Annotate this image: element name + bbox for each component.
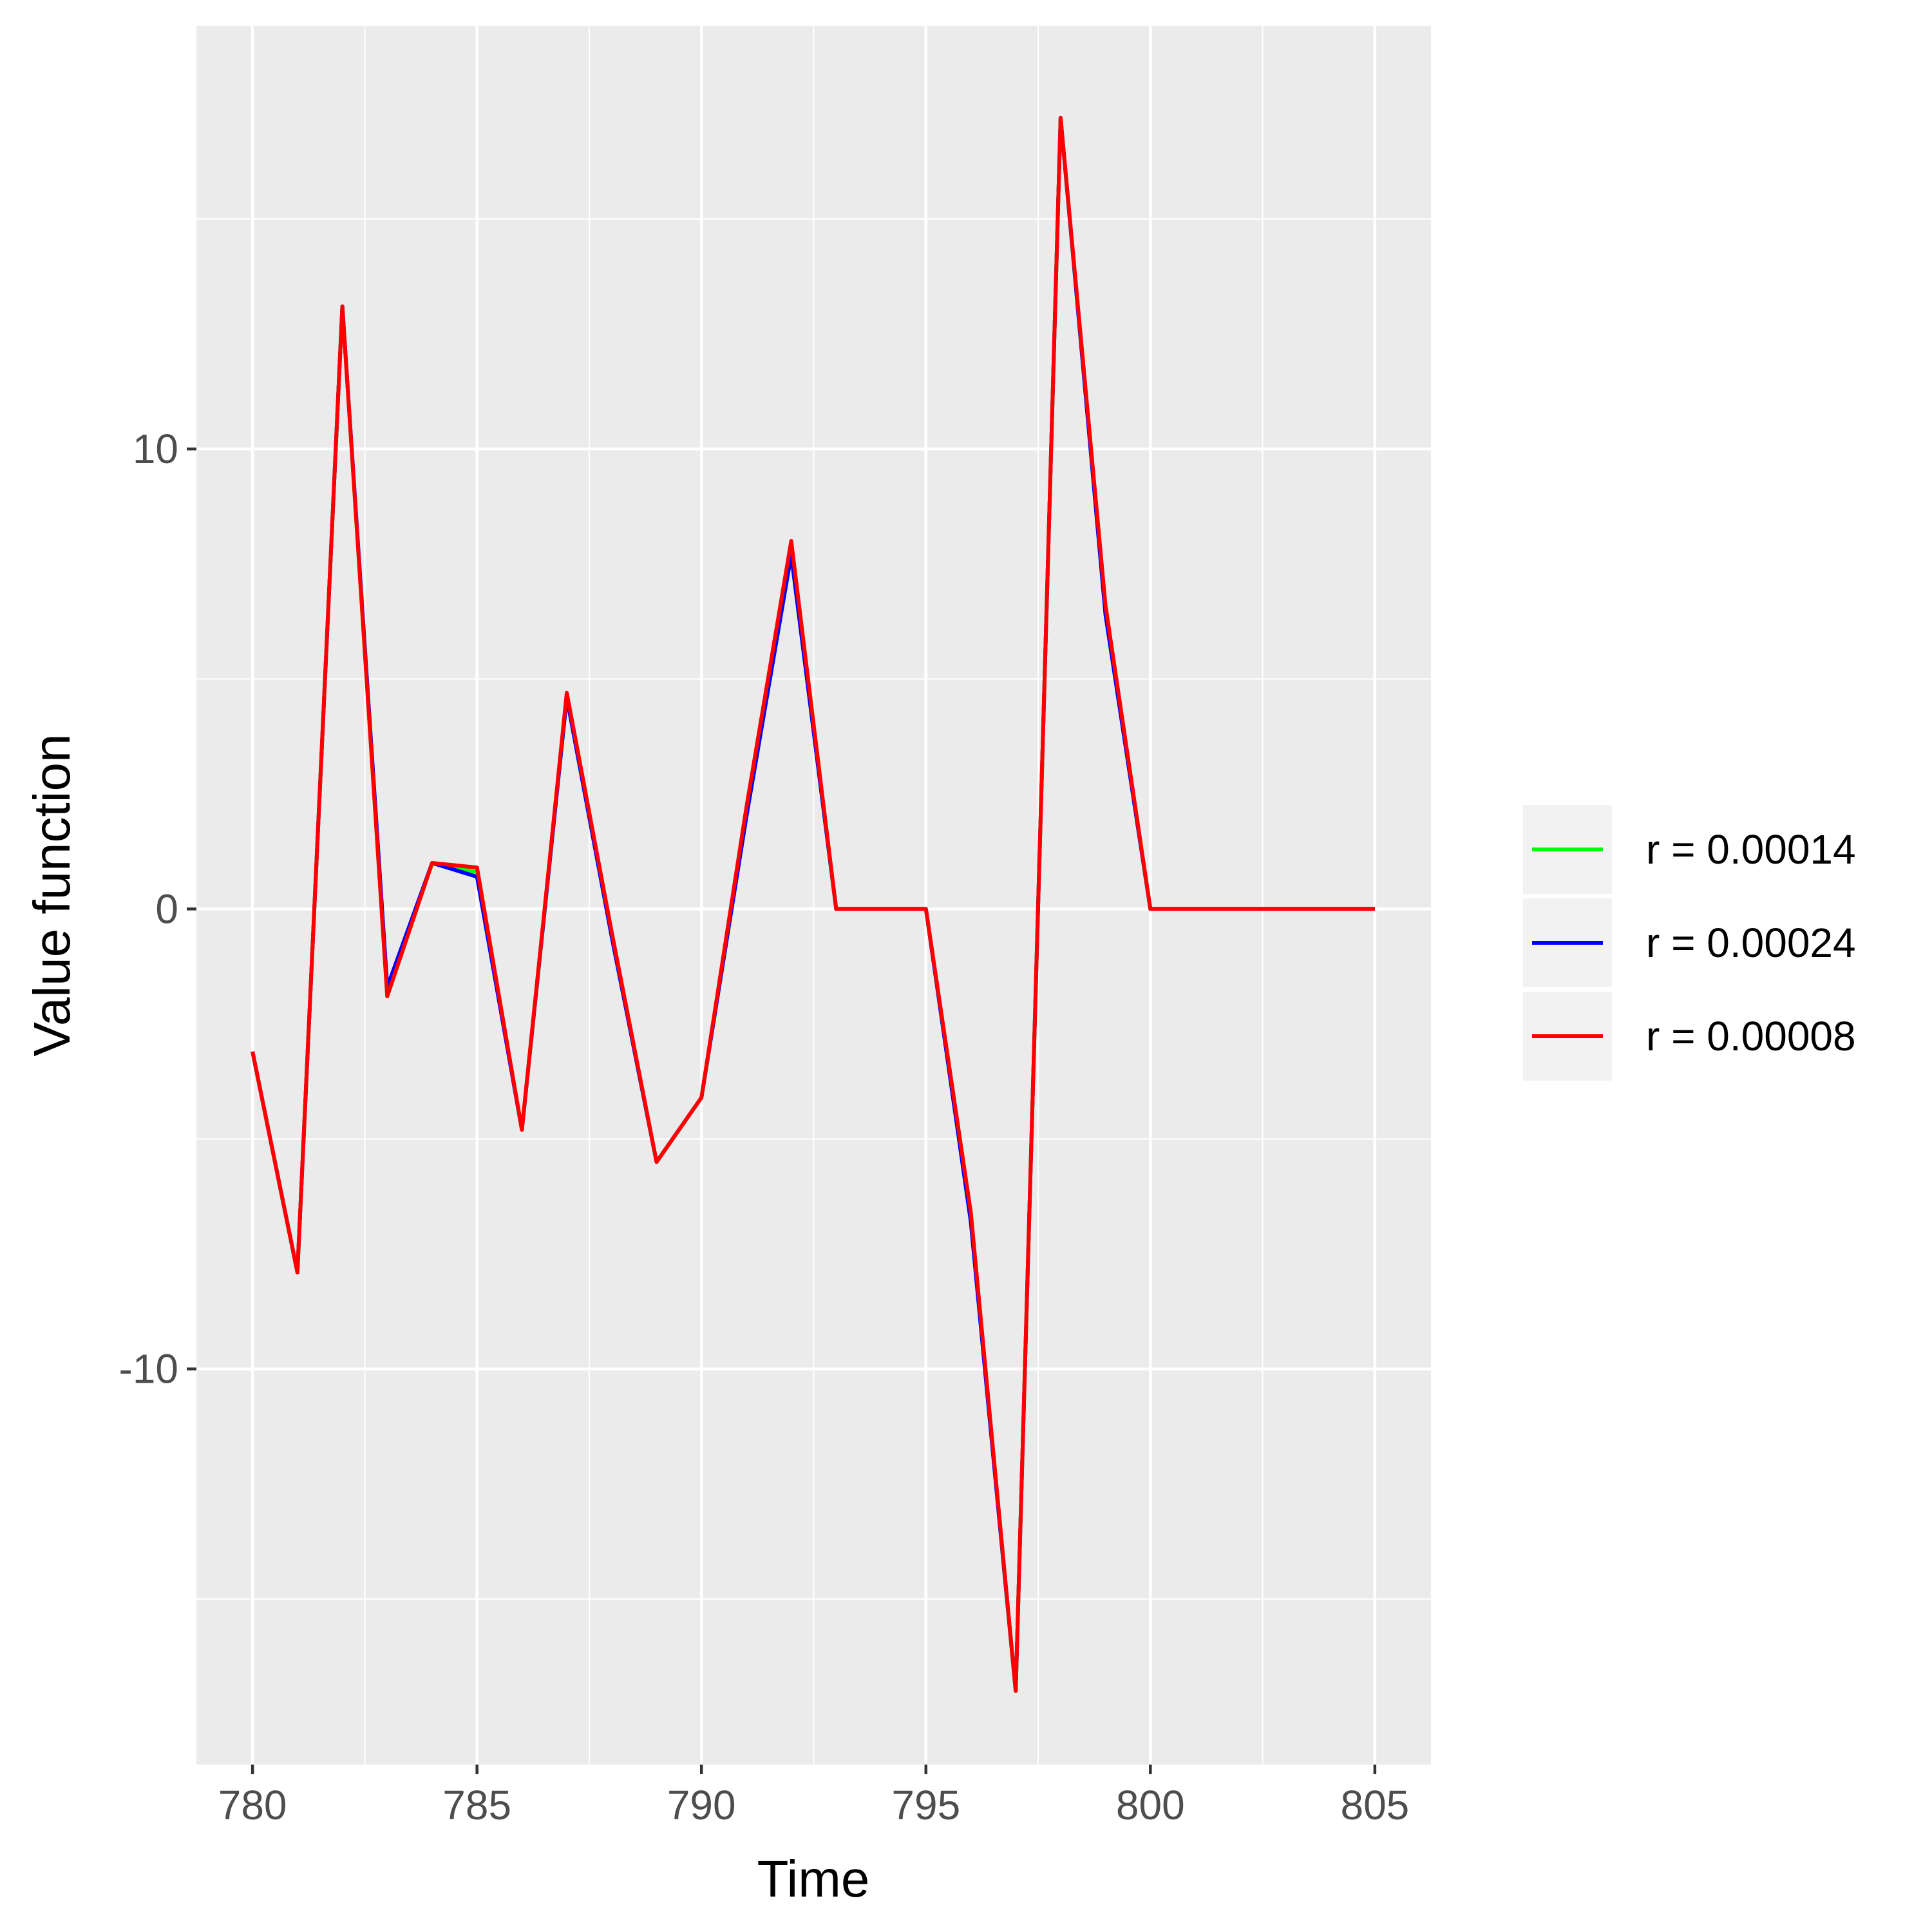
legend-label: r = 0.00014 [1646, 826, 1856, 873]
legend-label: r = 0.00024 [1646, 920, 1856, 966]
y-axis: -10 0 10 [119, 426, 196, 1392]
x-tick-label: 785 [442, 1782, 511, 1828]
y-tick-label: 10 [133, 426, 178, 472]
x-tick-label: 805 [1340, 1782, 1409, 1828]
y-tick-label: 0 [155, 886, 178, 932]
x-tick-label: 800 [1116, 1782, 1185, 1828]
x-tick-label: 790 [667, 1782, 736, 1828]
series-line [251, 115, 1375, 1693]
x-tick-label: 780 [218, 1782, 287, 1828]
y-axis-title: Value function [23, 734, 80, 1056]
series-lines [251, 115, 1375, 1693]
x-axis: 780 785 790 795 800 805 [218, 1765, 1409, 1828]
legend: r = 0.00014 r = 0.00024 r = 0.00008 [1523, 805, 1856, 1081]
legend-label: r = 0.00008 [1646, 1013, 1856, 1059]
x-axis-title: Time [757, 1850, 870, 1908]
major-gridlines [196, 26, 1431, 1765]
y-tick-label: -10 [119, 1346, 179, 1392]
minor-gridlines [196, 26, 1431, 1765]
x-tick-label: 795 [891, 1782, 960, 1828]
